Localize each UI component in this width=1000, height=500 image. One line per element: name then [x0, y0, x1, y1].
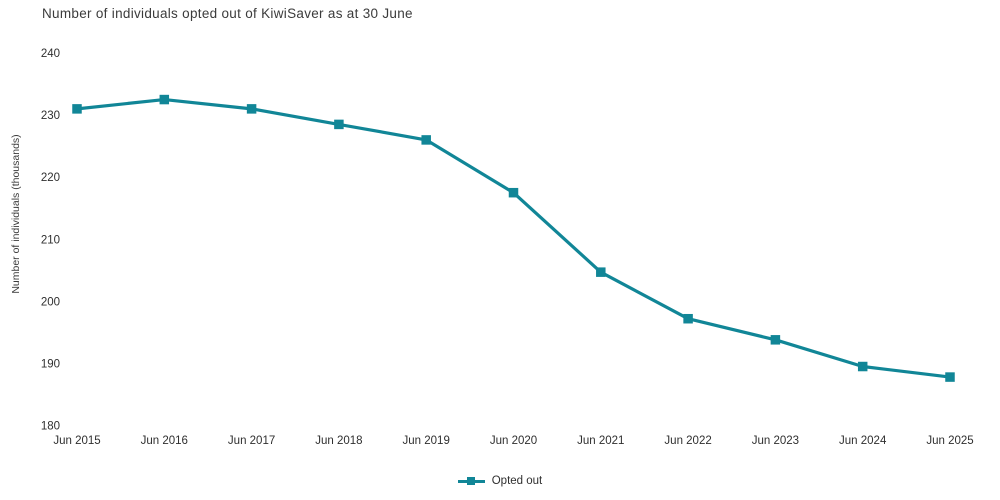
x-tick-label: Jun 2021 [577, 435, 624, 447]
x-tick-label: Jun 2022 [664, 435, 711, 447]
legend-label: Opted out [491, 475, 543, 487]
data-point-marker [596, 267, 606, 277]
legend: Opted out [0, 475, 1000, 487]
x-tick-label: Jun 2019 [403, 435, 450, 447]
data-point-marker [159, 94, 170, 105]
y-tick-label: 210 [41, 234, 60, 246]
y-tick-label: 190 [41, 358, 60, 370]
y-tick-label: 180 [41, 421, 60, 433]
y-tick-label: 200 [41, 296, 60, 308]
y-tick-label: 220 [41, 172, 60, 184]
x-tick-label: Jun 2020 [490, 435, 537, 447]
data-point-marker [770, 335, 781, 345]
legend-square-marker-icon [467, 477, 476, 485]
data-point-marker [683, 313, 693, 324]
series-line [75, 97, 952, 379]
legend-line-marker-icon [457, 477, 485, 485]
data-point-marker [945, 372, 955, 382]
x-tick-label: Jun 2016 [141, 435, 188, 447]
x-tick-label: Jun 2017 [228, 435, 275, 447]
y-tick-label: 230 [41, 110, 60, 122]
x-tick-label: Jun 2025 [926, 435, 973, 447]
data-point-marker [334, 119, 344, 130]
x-tick-label: Jun 2018 [315, 435, 362, 447]
x-tick-label: Jun 2023 [752, 435, 799, 447]
y-tick-label: 240 [41, 48, 60, 60]
data-point-marker [857, 361, 868, 372]
x-tick-label: Jun 2024 [839, 435, 887, 447]
data-point-marker [72, 104, 82, 114]
chart-title: Number of individuals opted out of KiwiS… [42, 6, 413, 21]
data-point-marker [246, 104, 257, 114]
data-point-marker [508, 187, 519, 198]
data-point-marker [421, 135, 431, 145]
x-tick-label: Jun 2015 [53, 435, 100, 447]
